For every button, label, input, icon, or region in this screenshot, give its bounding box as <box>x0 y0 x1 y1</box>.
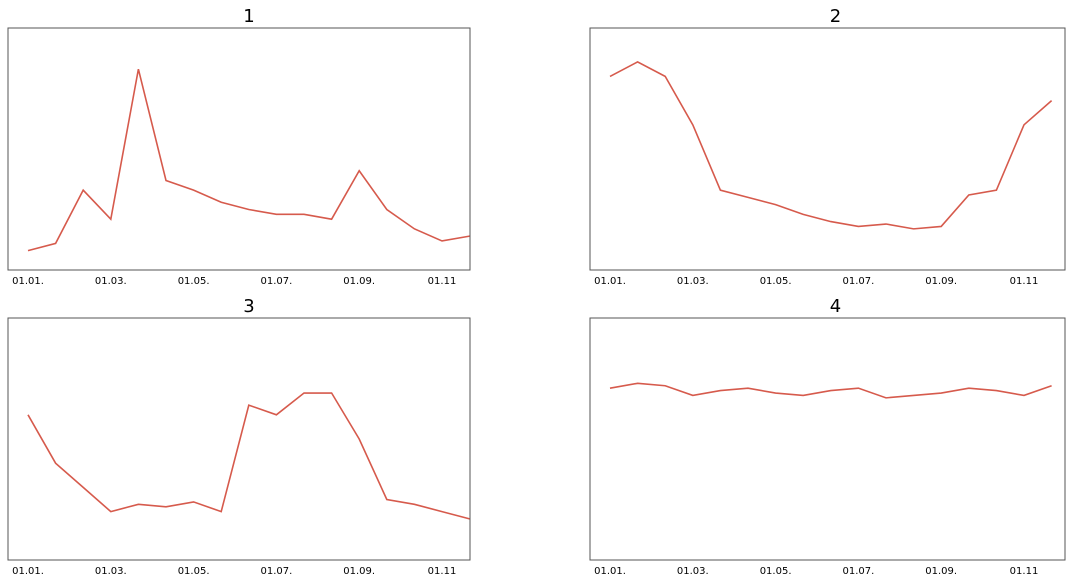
x-tick-label: 01.11 <box>1010 566 1039 577</box>
plot-frame <box>7 317 471 561</box>
plot-frame <box>589 317 1066 561</box>
plot-frame <box>7 27 471 271</box>
plot-frame <box>589 27 1066 271</box>
data-line <box>609 382 1052 399</box>
x-tick-label: 01.05. <box>178 276 210 287</box>
x-tick-label: 01.07. <box>260 566 292 577</box>
x-tick-label: 01.09. <box>343 566 375 577</box>
x-tick-label: 01.05. <box>760 566 792 577</box>
x-tick-label: 01.07. <box>260 276 292 287</box>
x-tick-label: 01.03. <box>677 276 709 287</box>
x-tick-label: 01.05. <box>760 276 792 287</box>
data-line <box>27 392 470 520</box>
x-tick-label: 01.07. <box>842 566 874 577</box>
x-tick-label: 01.01. <box>594 566 626 577</box>
x-tick-label: 01.01. <box>594 276 626 287</box>
chart-title: 4 <box>830 296 841 317</box>
x-tick-label: 01.01. <box>12 276 44 287</box>
x-tick-label: 01.09. <box>925 276 957 287</box>
x-tick-label: 01.05. <box>178 566 210 577</box>
x-tick-label: 01.07. <box>842 276 874 287</box>
chart-title: 1 <box>243 6 254 27</box>
chart-title: 3 <box>243 296 254 317</box>
x-tick-label: 01.11 <box>428 566 457 577</box>
x-tick-label: 01.01. <box>12 566 44 577</box>
x-tick-label: 01.03. <box>95 276 127 287</box>
x-tick-label: 01.11 <box>428 276 457 287</box>
data-line <box>609 60 1053 230</box>
x-tick-label: 01.09. <box>925 566 957 577</box>
x-tick-label: 01.03. <box>95 566 127 577</box>
x-tick-label: 01.09. <box>343 276 375 287</box>
x-tick-label: 01.03. <box>677 566 709 577</box>
data-line <box>27 68 470 252</box>
chart-title: 2 <box>830 6 841 27</box>
x-tick-label: 01.11 <box>1010 276 1039 287</box>
